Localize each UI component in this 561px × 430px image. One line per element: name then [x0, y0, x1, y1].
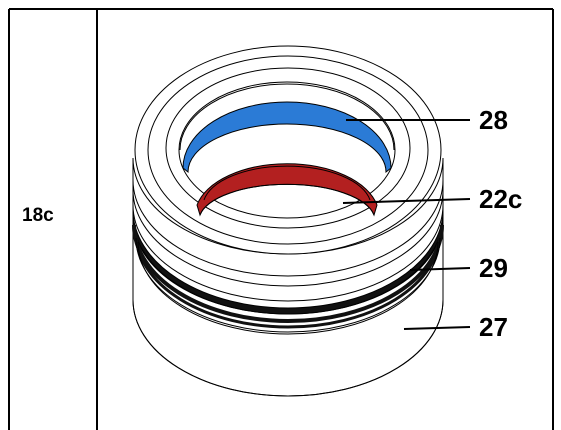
- figure-id-label: 18c: [22, 205, 54, 226]
- top-chamfer-inner: [165, 67, 411, 229]
- callout-28: 28: [479, 105, 508, 135]
- leader-29: [409, 267, 471, 271]
- callout-27: 27: [479, 312, 508, 342]
- leader-22c: [342, 198, 471, 204]
- red-ring-inner-line: [203, 165, 371, 201]
- leader-27: [403, 326, 471, 330]
- seal-stripe-2: [134, 232, 442, 329]
- blue-ring-28: [182, 101, 392, 174]
- leader-lines: [342, 119, 471, 330]
- callout-labels: 28 22c 29 27: [479, 105, 522, 342]
- top-chamfer: [147, 55, 429, 245]
- callout-22c: 22c: [479, 184, 522, 214]
- upper-side-3: [132, 189, 444, 287]
- table-borders: [8, 8, 554, 430]
- seal-band-dark: [132, 209, 444, 315]
- upper-side-2: [132, 179, 444, 277]
- ring-drawing: [132, 45, 444, 397]
- callout-29: 29: [479, 253, 508, 283]
- seal-rim-line-2: [137, 241, 439, 335]
- seal-rim-line: [135, 237, 441, 333]
- bore-bottom: [199, 183, 375, 216]
- lower-rim: [132, 299, 444, 397]
